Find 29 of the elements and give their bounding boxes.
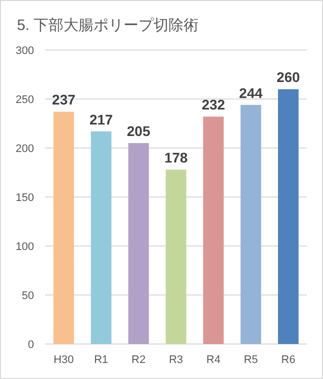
- bar: [278, 89, 299, 344]
- y-tick-label: 100: [16, 241, 34, 253]
- bar: [166, 170, 186, 344]
- bar: [203, 116, 224, 344]
- data-label: 217: [89, 111, 114, 128]
- x-tick-label: R4: [206, 354, 220, 366]
- data-label: 260: [276, 69, 300, 86]
- data-label: 232: [202, 96, 226, 113]
- y-tick-label: 250: [16, 94, 34, 106]
- bar: [90, 131, 112, 344]
- y-tick-label: 200: [16, 143, 34, 155]
- data-label: 205: [126, 123, 150, 140]
- chart-title: 5. 下部大腸ポリープ切除術: [17, 17, 199, 34]
- x-tick-label: R6: [281, 354, 296, 366]
- x-tick-label: R5: [244, 354, 258, 366]
- y-tick-label: 0: [28, 339, 34, 351]
- x-tick-label: R3: [168, 354, 184, 366]
- data-label: 237: [52, 92, 76, 108]
- x-tick-label: H30: [54, 354, 74, 366]
- y-tick-label: 300: [16, 45, 34, 57]
- x-tick-label: R2: [132, 354, 146, 366]
- y-tick-label: 50: [22, 290, 34, 302]
- bar: [240, 104, 262, 344]
- bar: [128, 143, 149, 344]
- bar: [53, 112, 74, 344]
- data-label: 178: [164, 150, 188, 166]
- x-tick-label: R1: [94, 354, 108, 366]
- y-tick-label: 150: [16, 192, 34, 204]
- data-label: 244: [239, 84, 263, 101]
